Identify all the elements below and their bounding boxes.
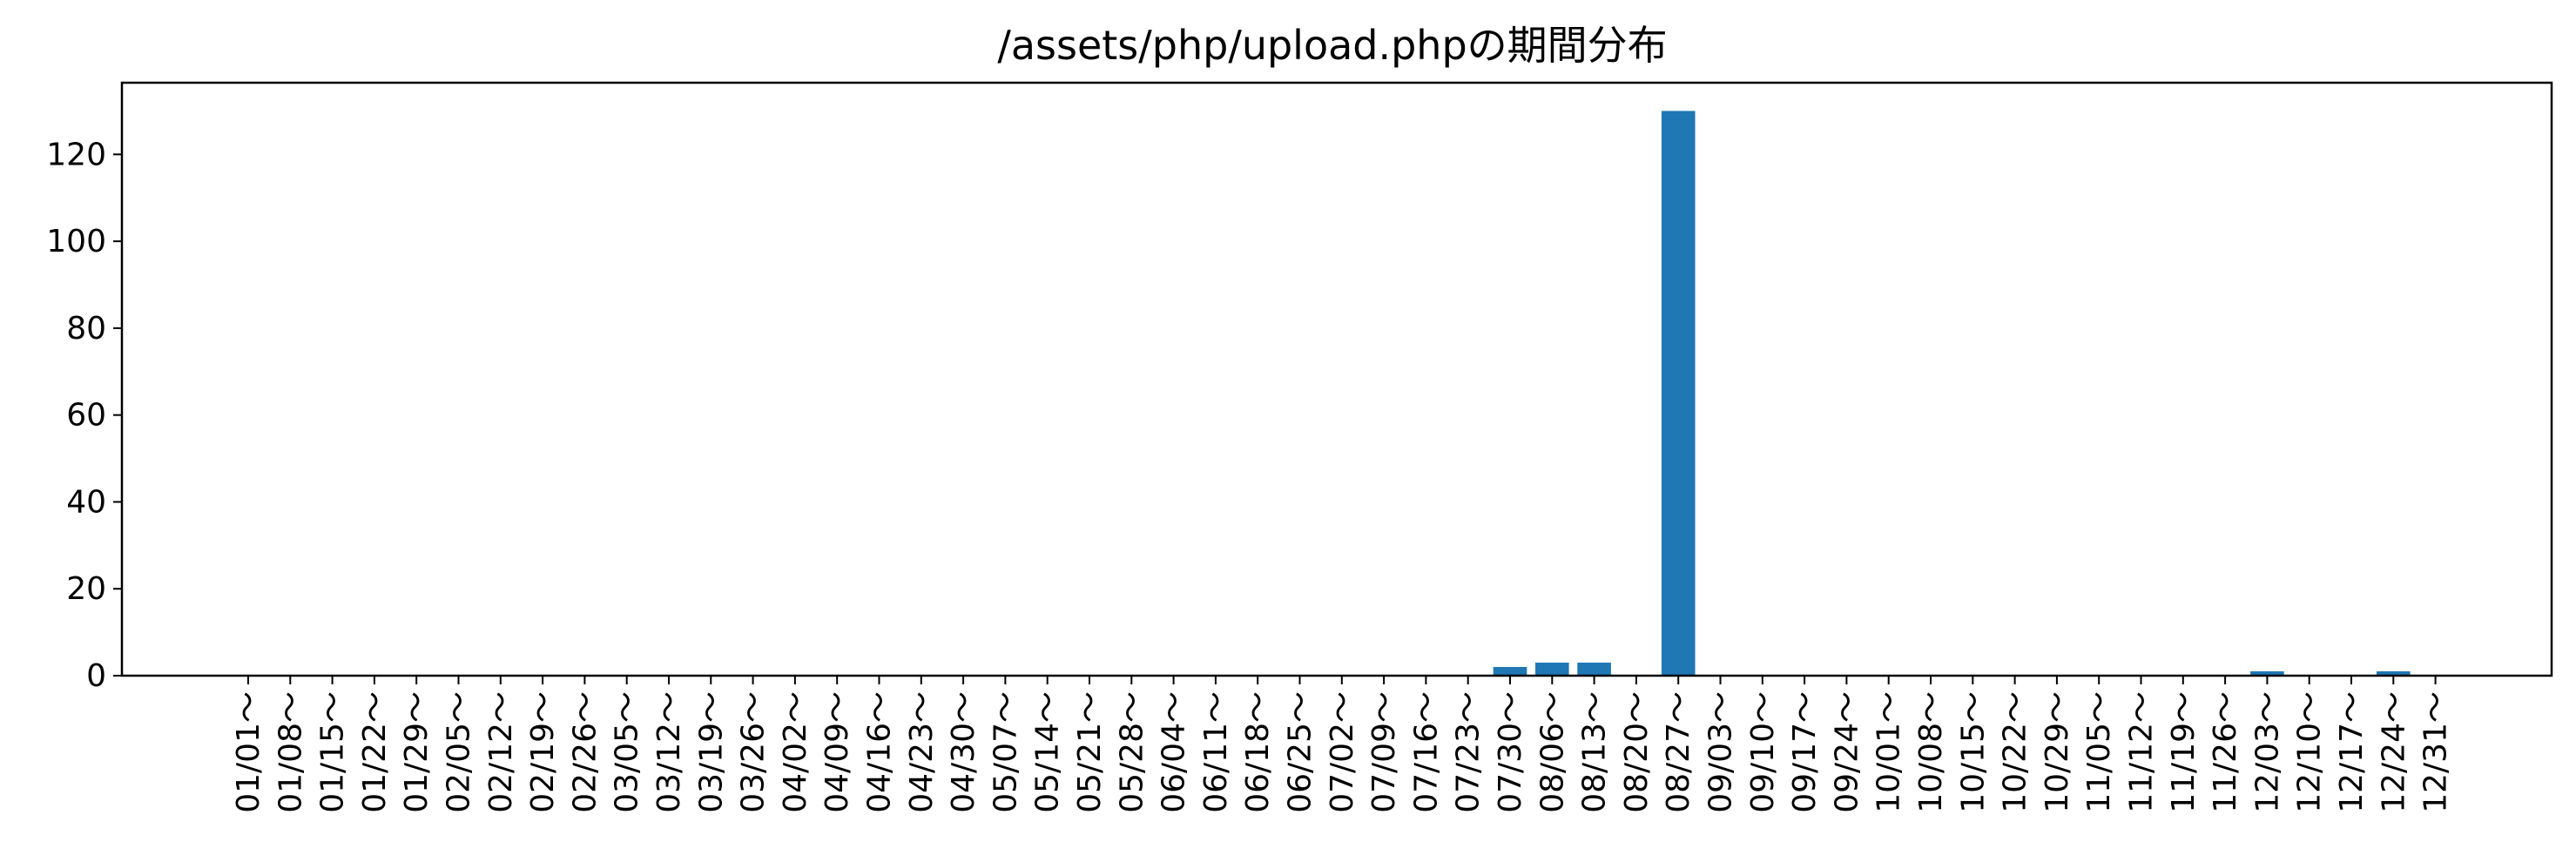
y-tick-label: 100 — [46, 224, 106, 259]
x-tick-label: 11/12～ — [2124, 691, 2160, 813]
x-tick-label: 04/02～ — [778, 691, 813, 813]
x-tick-label: 01/08～ — [273, 691, 308, 813]
x-tick-label: 09/17～ — [1787, 691, 1823, 813]
x-tick-label: 03/12～ — [651, 691, 687, 813]
y-tick-label: 120 — [46, 137, 106, 172]
x-tick-label: 01/01～ — [231, 691, 266, 813]
x-tick-label: 09/03～ — [1703, 691, 1739, 813]
x-tick-label: 01/29～ — [399, 691, 435, 813]
bar — [1661, 111, 1696, 677]
y-axis: 0 20 40 60 80 100 120 — [46, 137, 122, 694]
x-tick-label: 03/26～ — [736, 691, 772, 813]
x-tick-label: 12/03～ — [2249, 691, 2285, 813]
bar — [1577, 663, 1611, 676]
x-tick-label: 05/07～ — [988, 691, 1023, 813]
x-tick-label: 02/12～ — [483, 691, 519, 813]
x-tick-label: 09/10～ — [1745, 691, 1781, 813]
y-tick-label: 0 — [86, 658, 106, 694]
x-tick-label: 11/05～ — [2081, 691, 2117, 813]
x-tick-label: 10/01～ — [1871, 691, 1907, 813]
x-tick-label: 12/31～ — [2418, 691, 2454, 813]
x-tick-label: 05/21～ — [1072, 691, 1108, 813]
bar — [1493, 667, 1527, 676]
x-tick-label: 04/16～ — [862, 691, 898, 813]
y-tick-label: 80 — [66, 311, 106, 347]
x-tick-label: 11/19～ — [2166, 691, 2202, 813]
x-tick-label: 07/02～ — [1325, 691, 1360, 813]
y-tick-label: 60 — [66, 398, 106, 434]
x-tick-label: 11/26～ — [2208, 691, 2243, 813]
x-tick-label: 07/23～ — [1451, 691, 1487, 813]
x-tick-label: 04/23～ — [904, 691, 940, 813]
x-tick-label: 01/22～ — [357, 691, 393, 813]
x-tick-label: 07/30～ — [1493, 691, 1528, 813]
x-tick-label: 10/29～ — [2040, 691, 2075, 813]
bar — [2250, 671, 2284, 676]
x-tick-label: 12/24～ — [2376, 691, 2411, 813]
x-tick-label: 10/08～ — [1913, 691, 1949, 813]
x-tick-label: 10/22～ — [1998, 691, 2033, 813]
x-tick-label: 03/19～ — [693, 691, 729, 813]
x-tick-label: 09/24～ — [1829, 691, 1865, 813]
x-tick-label: 02/26～ — [567, 691, 603, 813]
x-tick-label: 08/06～ — [1534, 691, 1570, 813]
bars-group — [1493, 111, 2411, 677]
x-tick-label: 10/15～ — [1955, 691, 1991, 813]
y-tick-label: 20 — [66, 571, 106, 607]
x-tick-label: 03/05～ — [610, 691, 645, 813]
x-tick-label: 06/04～ — [1157, 691, 1192, 813]
x-tick-label: 12/17～ — [2334, 691, 2370, 813]
x-tick-label: 08/20～ — [1619, 691, 1655, 813]
x-tick-label: 08/27～ — [1661, 691, 1696, 813]
x-tick-label: 06/18～ — [1240, 691, 1276, 813]
x-tick-label: 06/25～ — [1283, 691, 1318, 813]
y-tick-label: 40 — [66, 484, 106, 520]
x-tick-label: 04/09～ — [819, 691, 855, 813]
x-tick-label: 05/28～ — [1114, 691, 1150, 813]
x-axis: 01/01～ 01/08～ 01/15～ 01/22～ 01/29～ 02/05～ 02/1… — [231, 676, 2454, 813]
x-tick-label: 08/13～ — [1577, 691, 1613, 813]
bar — [1535, 663, 1569, 676]
bar — [2377, 671, 2411, 676]
x-tick-label: 07/09～ — [1366, 691, 1402, 813]
x-tick-label: 02/05～ — [442, 691, 477, 813]
x-tick-label: 12/10～ — [2292, 691, 2328, 813]
x-tick-label: 02/19～ — [525, 691, 561, 813]
plot-frame — [120, 81, 2553, 677]
x-tick-label: 05/14～ — [1030, 691, 1066, 813]
x-tick-label: 04/30～ — [946, 691, 981, 813]
x-tick-label: 06/11～ — [1198, 691, 1234, 813]
x-tick-label: 01/15～ — [315, 691, 351, 813]
chart-title: /assets/php/upload.phpの期間分布 — [997, 22, 1667, 69]
x-tick-label: 07/16～ — [1408, 691, 1444, 813]
